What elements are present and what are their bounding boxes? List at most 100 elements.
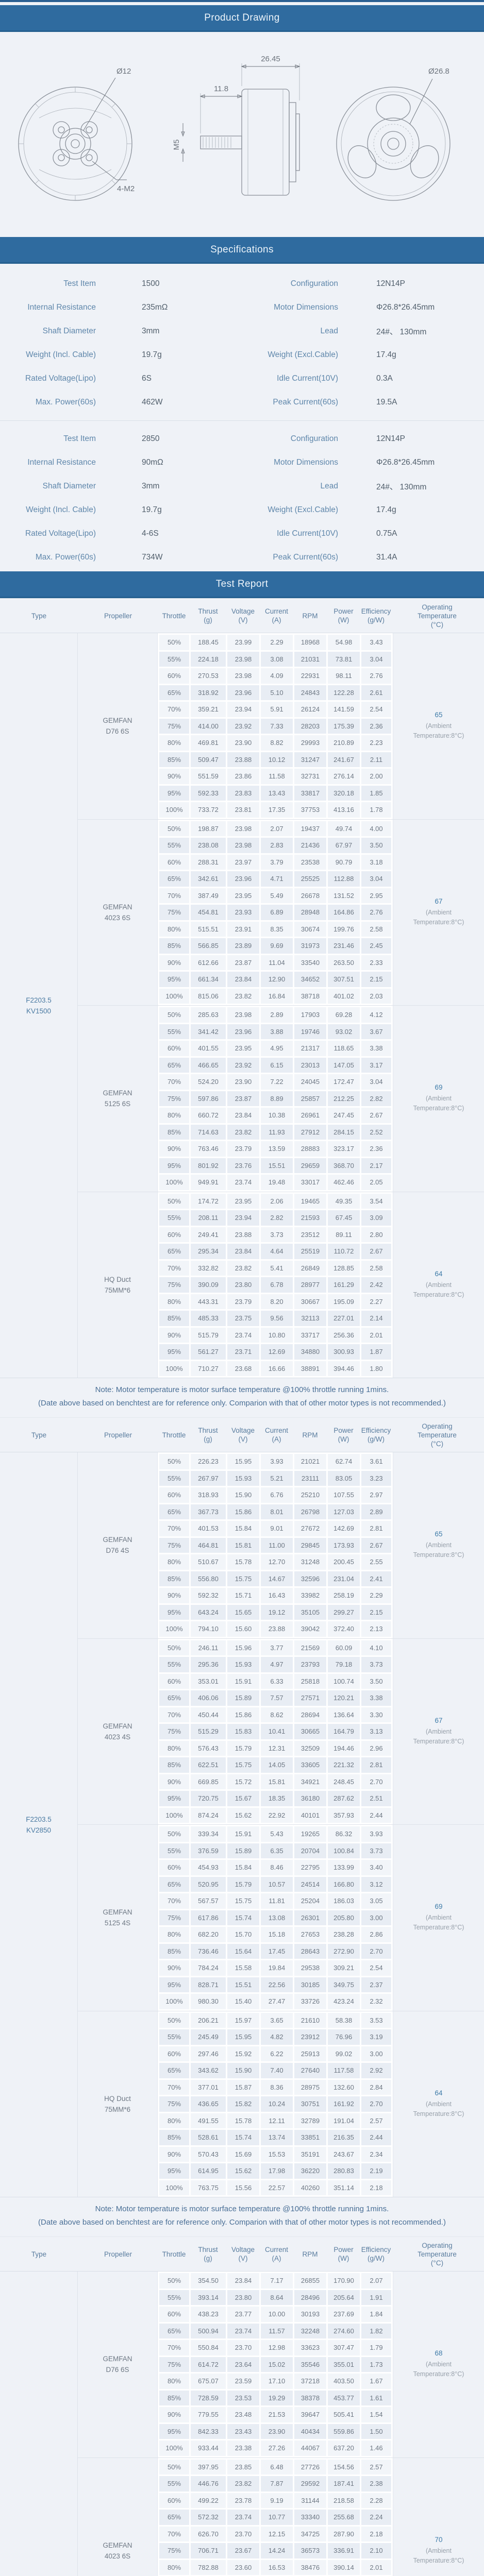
propeller-groups: GEMFAN D76 6S 50% 354.50 23.84 7.17 26855 170.9… xyxy=(78,2272,484,2576)
data-cell: 44067 xyxy=(294,2441,326,2456)
propeller-group: GEMFAN D76 4S 50% 226.23 15.95 3.93 21021 62.74… xyxy=(78,1452,484,1638)
data-cell: 15.64 xyxy=(227,1943,259,1959)
temperature-value: 70 xyxy=(435,2535,443,2544)
throttle-data-grid: 50% 285.63 23.98 2.89 17903 69.28 4.12 55% 341.4… xyxy=(158,1006,393,1192)
data-cell: 815.06 xyxy=(191,988,226,1004)
data-row: 90% 612.66 23.87 11.04 33540 263.50 2.33 xyxy=(159,955,391,970)
data-cell: 33726 xyxy=(294,1994,326,2009)
note-line: (Date above based on benchtest are for r… xyxy=(38,2218,446,2227)
data-cell: 198.87 xyxy=(191,821,226,836)
data-cell: 226.23 xyxy=(191,1454,226,1469)
data-row: 50% 188.45 23.99 2.29 18968 54.98 3.43 xyxy=(159,635,391,650)
data-row: 60% 401.55 23.95 4.95 21317 118.65 3.38 xyxy=(159,1041,391,1056)
data-cell: 720.75 xyxy=(191,1791,226,1806)
column-header-line: (W) xyxy=(338,1435,349,1443)
data-row: 50% 198.87 23.98 2.07 19437 49.74 4.00 xyxy=(159,821,391,836)
throttle-cell: 100% xyxy=(159,1621,189,1637)
data-cell: 669.85 xyxy=(191,1774,226,1789)
column-header-line: (g) xyxy=(204,1435,212,1443)
data-cell: 414.00 xyxy=(191,718,226,734)
data-cell: 67.45 xyxy=(328,1210,360,1226)
column-header-line: (A) xyxy=(272,1435,281,1443)
data-cell: 23.67 xyxy=(227,2543,259,2558)
column-header-line: (W) xyxy=(338,616,349,624)
column-header: Type xyxy=(0,612,78,620)
data-cell: 274.60 xyxy=(328,2323,360,2338)
propeller-label-line: GEMFAN xyxy=(103,1908,132,1917)
ambient-note-line: Temperature:8°C) xyxy=(413,1105,464,1112)
report-table-body: F2203.5 KV1500 GEMFAN D76 6S 50% 188.45 23.99 2… xyxy=(0,633,484,1378)
spec-value: 3mm xyxy=(142,327,160,335)
data-cell: 25525 xyxy=(294,871,326,887)
ambient-note-line: (Ambient xyxy=(425,2361,452,2368)
data-cell: 3.88 xyxy=(261,1024,293,1039)
throttle-cell: 55% xyxy=(159,1470,189,1486)
throttle-data-grid: 50% 206.21 15.97 3.65 21610 58.38 3.53 55% 245.4… xyxy=(158,2011,393,2197)
column-header-line: (g/W) xyxy=(368,616,385,624)
data-cell: 3.93 xyxy=(261,1454,293,1469)
data-cell: 2.15 xyxy=(361,972,391,987)
throttle-cell: 80% xyxy=(159,1294,189,1309)
data-cell: 100.74 xyxy=(328,1673,360,1689)
data-cell: 2.11 xyxy=(361,752,391,767)
spec-label: Motor Dimensions xyxy=(274,458,338,467)
data-cell: 5.43 xyxy=(261,1826,293,1842)
data-cell: 30193 xyxy=(294,2307,326,2322)
temperature-cell: 70 (Ambient Temperature:8°C) xyxy=(393,2458,484,2576)
data-cell: 19.84 xyxy=(261,1960,293,1976)
data-row: 65% 342.61 23.96 4.71 25525 112.88 3.04 xyxy=(159,871,391,887)
data-cell: 231.04 xyxy=(328,1571,360,1586)
throttle-cell: 95% xyxy=(159,972,189,987)
data-cell: 8.01 xyxy=(261,1504,293,1519)
spec-label: Weight (Excl.Cable) xyxy=(268,505,338,514)
temperature-value: 65 xyxy=(435,711,443,719)
data-cell: 245.49 xyxy=(191,2029,226,2045)
data-cell: 2.18 xyxy=(361,2526,391,2541)
data-cell: 2.00 xyxy=(361,769,391,784)
column-header: Power (W) xyxy=(327,2245,360,2263)
data-cell: 23.82 xyxy=(227,1260,259,1276)
data-cell: 15.91 xyxy=(227,1826,259,1842)
data-row: 75% 706.71 23.67 14.24 36573 336.91 2.10 xyxy=(159,2543,391,2558)
data-cell: 23.53 xyxy=(227,2390,259,2405)
data-row: 65% 466.65 23.92 6.15 23013 147.05 3.17 xyxy=(159,1057,391,1073)
ambient-note-line: Temperature:8°C) xyxy=(413,1924,464,1931)
data-cell: 556.80 xyxy=(191,1571,226,1586)
throttle-cell: 95% xyxy=(159,1604,189,1620)
throttle-data-grid: 50% 226.23 15.95 3.93 21021 62.74 3.61 55% 267.9… xyxy=(158,1452,393,1638)
spec-row: Weight (Incl. Cable) 19.7g Weight (Excl.Ca… xyxy=(0,498,484,522)
data-cell: 10.80 xyxy=(261,1327,293,1343)
data-cell: 23.82 xyxy=(227,2476,259,2492)
throttle-cell: 100% xyxy=(159,1807,189,1823)
data-cell: 21031 xyxy=(294,651,326,667)
column-header-line: Type xyxy=(31,612,47,620)
data-cell: 23.87 xyxy=(227,1091,259,1106)
data-cell: 15.62 xyxy=(227,1807,259,1823)
data-cell: 93.02 xyxy=(328,1024,360,1039)
data-cell: 18.35 xyxy=(261,1791,293,1806)
throttle-cell: 75% xyxy=(159,1537,189,1553)
data-cell: 15.65 xyxy=(227,1604,259,1620)
data-cell: 980.30 xyxy=(191,1994,226,2009)
spec-label: Peak Current(60s) xyxy=(273,398,338,406)
data-row: 60% 499.22 23.78 9.19 31144 218.58 2.28 xyxy=(159,2493,391,2508)
data-cell: 500.94 xyxy=(191,2323,226,2338)
data-cell: 8.89 xyxy=(261,1091,293,1106)
data-cell: 23.80 xyxy=(227,2290,259,2305)
data-cell: 376.59 xyxy=(191,1843,226,1858)
spec-row: Shaft Diameter 3mm Lead 24#、 130mm xyxy=(0,474,484,498)
data-row: 90% 515.79 23.74 10.80 33717 256.36 2.01 xyxy=(159,1327,391,1343)
data-cell: 166.80 xyxy=(328,1876,360,1892)
data-row: 60% 318.93 15.90 6.76 25210 107.55 2.97 xyxy=(159,1487,391,1503)
data-cell: 9.56 xyxy=(261,1311,293,1326)
data-cell: 10.57 xyxy=(261,1876,293,1892)
data-cell: 2.44 xyxy=(361,1807,391,1823)
data-cell: 3.05 xyxy=(361,1893,391,1909)
temperature-cell: 67 (Ambient Temperature:8°C) xyxy=(393,819,484,1005)
data-cell: 23.85 xyxy=(227,2459,259,2475)
column-header: Operating Temperature (°C) xyxy=(392,2241,482,2267)
throttle-data-grid: 50% 174.72 23.95 2.06 19465 49.35 3.54 55% 208.1… xyxy=(158,1192,393,1378)
data-cell: 38378 xyxy=(294,2390,326,2405)
data-cell: 355.01 xyxy=(328,2357,360,2372)
data-cell: 3.17 xyxy=(361,1057,391,1073)
